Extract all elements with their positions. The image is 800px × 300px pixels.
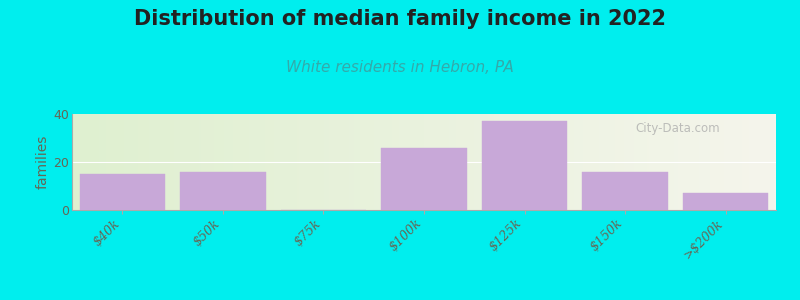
Text: Distribution of median family income in 2022: Distribution of median family income in … [134,9,666,29]
Bar [482,121,567,210]
Bar [382,148,466,210]
Text: White residents in Hebron, PA: White residents in Hebron, PA [286,60,514,75]
Y-axis label: families: families [35,135,49,189]
Text: City-Data.com: City-Data.com [635,122,720,135]
Bar [180,172,266,210]
Bar [79,174,165,210]
Bar [582,172,668,210]
Bar [683,193,769,210]
